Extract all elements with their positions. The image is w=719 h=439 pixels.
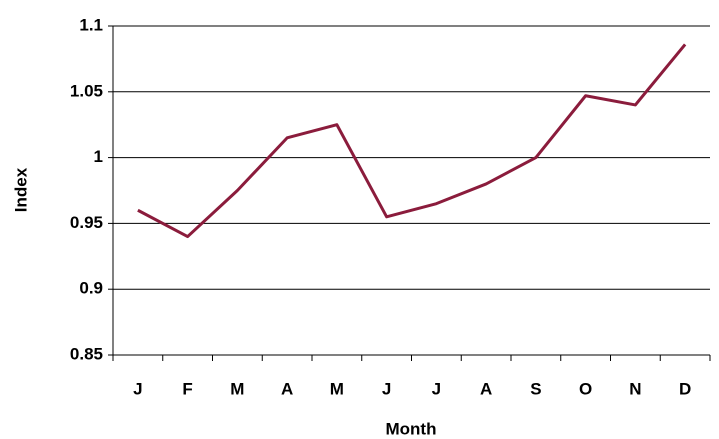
y-tick-label: 1.05 xyxy=(70,81,103,100)
x-tick-label: J xyxy=(432,379,441,398)
x-tick-label: J xyxy=(133,379,142,398)
y-tick-label: 0.95 xyxy=(70,213,103,232)
y-tick-label: 1 xyxy=(94,147,103,166)
line xyxy=(137,43,687,239)
x-tick-label: S xyxy=(530,379,541,398)
y-tick-label: 1.1 xyxy=(79,15,103,34)
x-tick-label: A xyxy=(281,379,293,398)
y-axis-label: Index xyxy=(11,167,30,212)
x-tick-label: M xyxy=(230,379,244,398)
x-tick-label: N xyxy=(629,379,641,398)
x-tick-label: O xyxy=(579,379,592,398)
x-tick-label: M xyxy=(330,379,344,398)
x-tick-label: A xyxy=(480,379,492,398)
y-tick-label: 0.9 xyxy=(79,279,103,298)
x-tick-label: D xyxy=(679,379,691,398)
x-axis-label: Month xyxy=(386,419,437,438)
x-tick-label: J xyxy=(382,379,391,398)
y-tick-label: 0.85 xyxy=(70,344,103,363)
x-tick-label: F xyxy=(182,379,192,398)
